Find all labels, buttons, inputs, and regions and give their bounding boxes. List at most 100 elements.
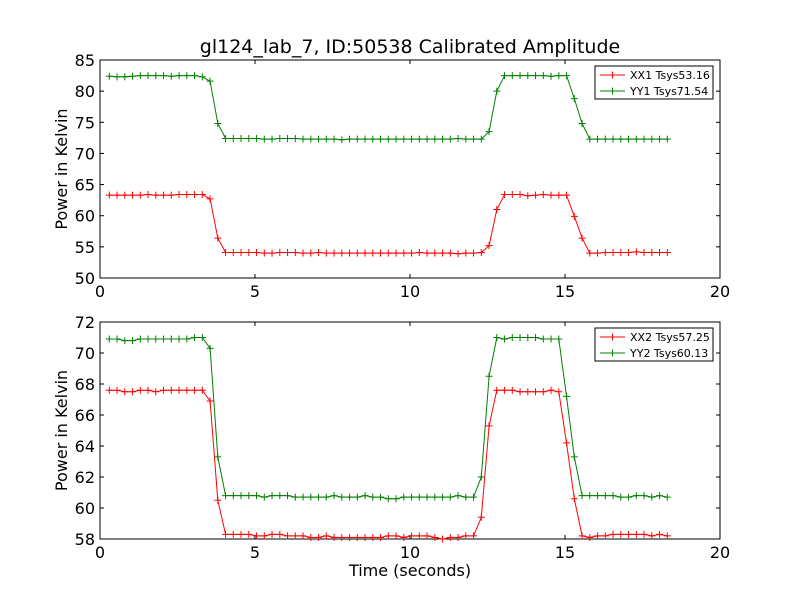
x-tick-label: 5 <box>250 543 260 562</box>
data-point <box>291 493 299 501</box>
data-point <box>237 530 245 538</box>
data-point <box>206 77 214 85</box>
data-point <box>136 386 144 394</box>
data-point <box>594 249 602 257</box>
data-point <box>152 388 160 396</box>
y-tick-label: 55 <box>75 238 95 257</box>
legend-marker <box>609 349 616 357</box>
series-yy1 <box>105 72 671 144</box>
data-point <box>462 532 470 540</box>
data-point <box>152 191 160 199</box>
data-point <box>586 249 594 257</box>
data-point <box>330 492 338 500</box>
data-point <box>260 532 268 540</box>
data-point <box>563 72 571 80</box>
data-point <box>392 532 400 540</box>
data-point <box>160 386 168 394</box>
data-point <box>485 128 493 136</box>
data-point <box>625 493 633 501</box>
data-point <box>656 530 664 538</box>
data-point <box>625 135 633 143</box>
data-point <box>477 513 485 521</box>
data-point <box>377 493 385 501</box>
data-point <box>617 493 625 501</box>
data-point <box>260 493 268 501</box>
data-point <box>175 191 183 199</box>
data-point <box>315 135 323 143</box>
y-axis-label: Power in Kelvin <box>52 108 71 229</box>
data-point <box>330 533 338 541</box>
data-point <box>160 191 168 199</box>
series-yy2 <box>105 334 671 503</box>
data-point <box>392 249 400 257</box>
data-point <box>291 532 299 540</box>
data-point <box>516 388 524 396</box>
data-point <box>121 191 129 199</box>
legend-label: XX1 Tsys53.16 <box>630 69 710 82</box>
data-point <box>206 195 214 203</box>
data-point <box>439 249 447 257</box>
data-point <box>408 249 416 257</box>
data-point <box>105 191 113 199</box>
data-point <box>237 492 245 500</box>
data-point <box>299 493 307 501</box>
data-point <box>315 533 323 541</box>
data-point <box>384 532 392 540</box>
data-point <box>330 249 338 257</box>
data-point <box>183 72 191 80</box>
data-point <box>152 335 160 343</box>
data-point <box>214 453 222 461</box>
data-point <box>578 234 586 242</box>
data-point <box>609 530 617 538</box>
y-tick-label: 66 <box>75 406 95 425</box>
data-point <box>175 72 183 80</box>
data-point <box>632 248 640 256</box>
data-point <box>408 532 416 540</box>
subplot-2: 0 5 10 15 20 58 60 62 64 66 68 70 72 Power in Kelvin T… <box>52 313 730 580</box>
data-point <box>501 72 509 80</box>
data-point <box>144 335 152 343</box>
y-tick-label: 85 <box>75 51 95 70</box>
data-point <box>322 135 330 143</box>
data-point <box>663 493 671 501</box>
data-point <box>260 135 268 143</box>
data-point <box>423 249 431 257</box>
data-point <box>361 492 369 500</box>
data-point <box>516 191 524 199</box>
data-point <box>485 422 493 430</box>
data-point <box>539 335 547 343</box>
data-point <box>648 248 656 256</box>
data-point <box>322 493 330 501</box>
data-point <box>229 530 237 538</box>
y-tick-label: 65 <box>75 176 95 195</box>
data-point <box>570 453 578 461</box>
data-point <box>570 212 578 220</box>
data-point <box>144 72 152 80</box>
data-point <box>578 120 586 128</box>
data-point <box>369 249 377 257</box>
series-xx2 <box>105 386 671 543</box>
x-tick-label: 0 <box>95 282 105 301</box>
data-point <box>222 248 230 256</box>
data-point <box>454 492 462 500</box>
y-tick-label: 70 <box>75 144 95 163</box>
data-point <box>105 72 113 80</box>
data-point <box>307 533 315 541</box>
y-tick-label: 72 <box>75 313 95 332</box>
data-point <box>516 72 524 80</box>
data-point <box>315 493 323 501</box>
data-point <box>253 532 261 540</box>
data-point <box>245 248 253 256</box>
x-tick-label: 10 <box>400 282 420 301</box>
data-point <box>501 191 509 199</box>
data-point <box>291 248 299 256</box>
data-point <box>570 95 578 103</box>
data-point <box>532 388 540 396</box>
data-point <box>377 533 385 541</box>
data-point <box>578 492 586 500</box>
y-axis-label: Power in Kelvin <box>52 370 71 491</box>
legend-label: YY1 Tsys71.54 <box>629 85 708 98</box>
data-point <box>493 386 501 394</box>
data-point <box>547 335 555 343</box>
data-point <box>609 135 617 143</box>
